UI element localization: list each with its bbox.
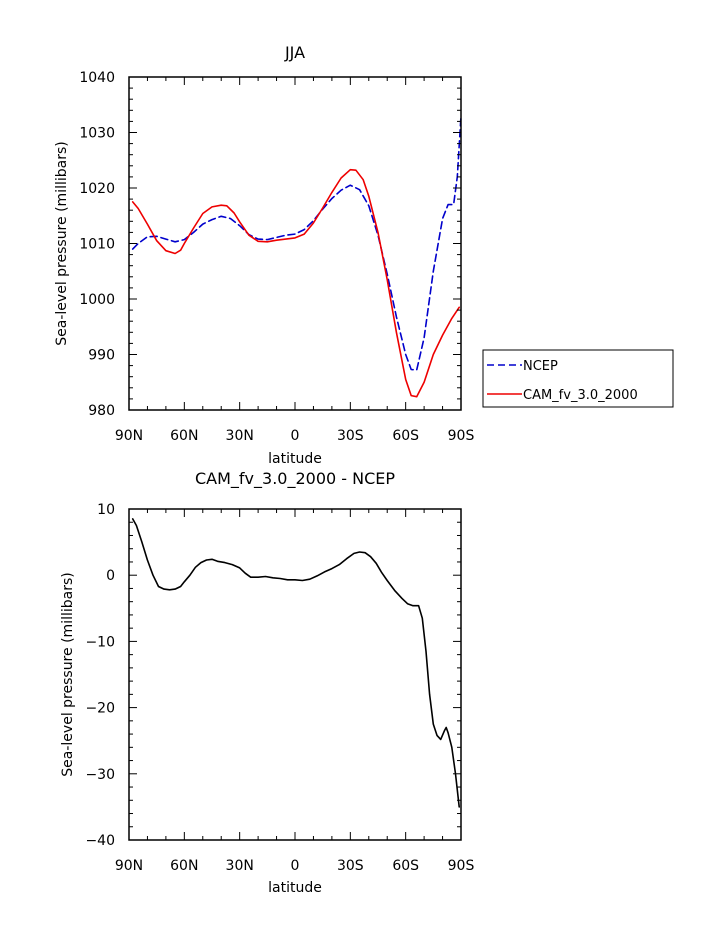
bottom-x-tick-label-90s: 90S: [448, 858, 475, 874]
bottom-y-tick-label-minus40: −40: [85, 833, 115, 849]
top-x-tick-label-30s: 30S: [337, 428, 364, 444]
bottom-y-tick-label-minus20: −20: [85, 701, 115, 717]
bottom-chart-title: CAM_fv_3.0_2000 - NCEP: [195, 469, 395, 489]
bottom-x-tick-label-0: 0: [291, 858, 300, 874]
top-x-tick-label-0: 0: [291, 428, 300, 444]
bottom-y-axis-title: Sea-level pressure (millibars): [60, 572, 76, 776]
bottom-x-tick-label-30n: 30N: [226, 858, 254, 874]
top-x-tick-label-30n: 30N: [226, 428, 254, 444]
bottom-y-tick-label-minus30: −30: [85, 767, 115, 783]
bottom-y-tick-label-minus10: −10: [85, 634, 115, 650]
top-panel: JJA 90N 60N 30N 0 30S 60S 90S 980 990 10…: [54, 43, 674, 467]
top-plot-frame: [128, 76, 462, 411]
top-series-line-0: [131, 115, 462, 371]
bottom-plot-frame: [128, 508, 462, 841]
bottom-y-tick-label-0: 0: [106, 568, 115, 584]
bottom-y-tick-label-10: 10: [97, 502, 115, 518]
top-x-axis-title: latitude: [268, 451, 322, 467]
top-axis-ticks: [128, 76, 462, 411]
top-x-tick-label-90n: 90N: [115, 428, 143, 444]
top-chart-title: JJA: [284, 43, 305, 62]
bottom-x-axis-title: latitude: [268, 880, 322, 896]
bottom-x-tick-label-60s: 60S: [392, 858, 419, 874]
bottom-x-tick-label-30s: 30S: [337, 858, 364, 874]
top-y-tick-label-990: 990: [88, 348, 115, 364]
bottom-x-tick-label-60n: 60N: [170, 858, 198, 874]
bottom-panel: CAM_fv_3.0_2000 - NCEP 90N 60N 30N 0 30S…: [60, 469, 474, 896]
legend-label-ncep: NCEP: [523, 359, 558, 374]
top-series-line-1: [131, 168, 460, 398]
top-y-tick-label-1020: 1020: [79, 181, 115, 197]
legend-label-cam: CAM_fv_3.0_2000: [523, 388, 638, 403]
legend: NCEP CAM_fv_3.0_2000: [482, 349, 674, 408]
top-x-tick-label-60n: 60N: [170, 428, 198, 444]
bottom-x-tick-label-90n: 90N: [115, 858, 143, 874]
top-plot-area: [131, 115, 462, 398]
top-y-axis-title: Sea-level pressure (millibars): [54, 141, 70, 345]
bottom-series-line-0: [131, 518, 460, 808]
top-y-tick-label-1030: 1030: [79, 126, 115, 142]
top-y-tick-label-1000: 1000: [79, 292, 115, 308]
top-y-tick-label-1010: 1010: [79, 237, 115, 253]
legend-box: [482, 349, 674, 408]
top-y-tick-label-980: 980: [88, 403, 115, 419]
bottom-plot-area: [131, 518, 460, 808]
top-x-tick-label-60s: 60S: [392, 428, 419, 444]
top-y-tick-label-1040: 1040: [79, 70, 115, 86]
top-x-tick-label-90s: 90S: [448, 428, 475, 444]
bottom-axis-ticks: [128, 508, 462, 841]
